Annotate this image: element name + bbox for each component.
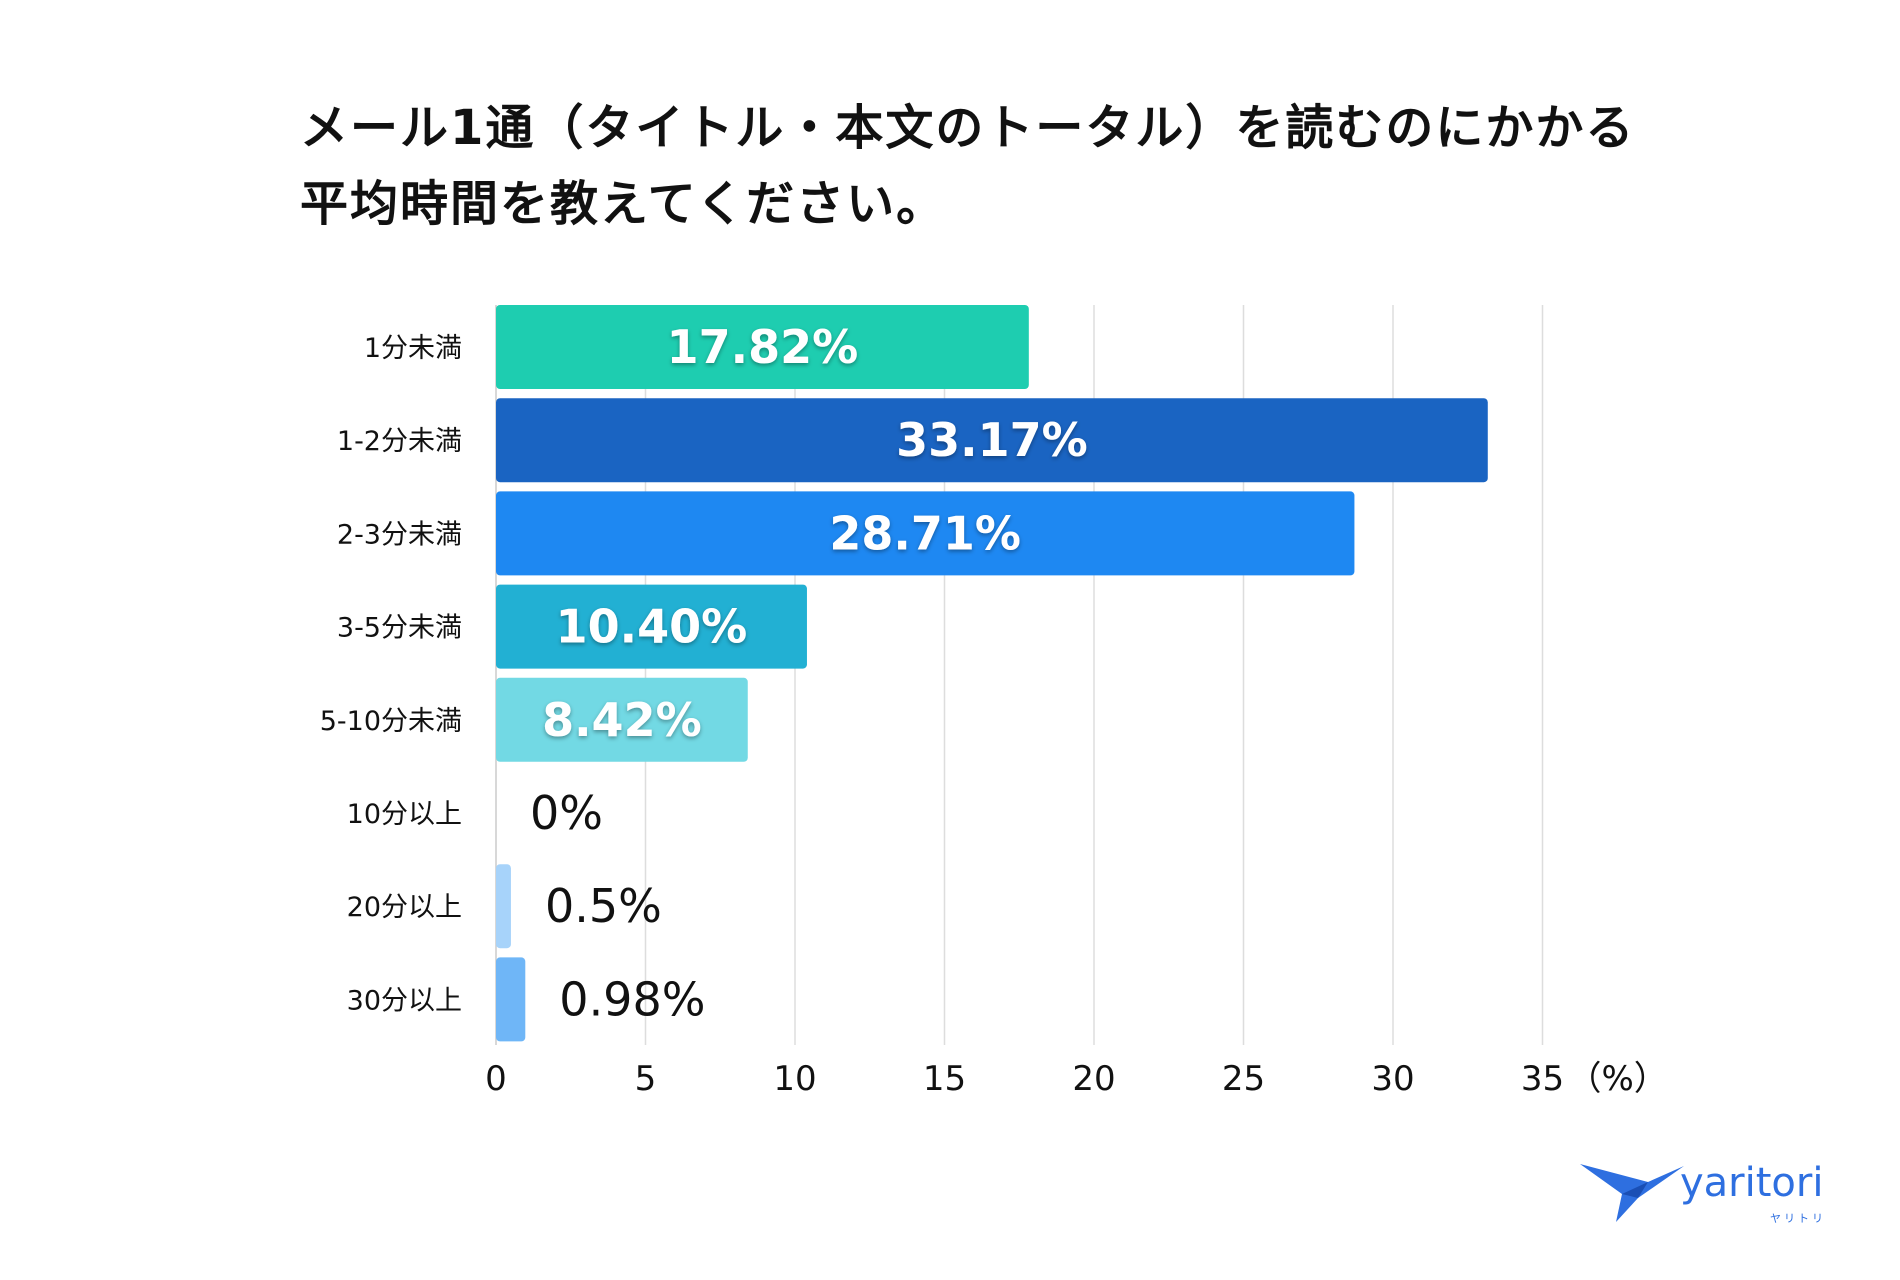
x-tick-label: 25 xyxy=(1222,1059,1265,1099)
category-label: 10分以上 xyxy=(347,799,462,830)
category-label: 3-5分未満 xyxy=(337,613,462,644)
chart-title: メール1通（タイトル・本文のトータル）を読むのにかかる 平均時間を教えてください… xyxy=(300,90,1800,242)
data-label: 8.42% xyxy=(542,693,702,747)
category-label: 2-3分未満 xyxy=(337,519,462,550)
data-label: 33.17% xyxy=(896,413,1088,467)
x-axis-unit: （%） xyxy=(1568,1059,1668,1099)
x-tick-label: 20 xyxy=(1072,1059,1115,1099)
bar xyxy=(496,398,1488,483)
bar xyxy=(496,864,511,949)
data-label: 28.71% xyxy=(829,506,1021,560)
chart-title-line-1: メール1通（タイトル・本文のトータル）を読むのにかかる xyxy=(300,100,1636,156)
bird-logo-icon xyxy=(1580,1164,1684,1222)
x-tick-label: 5 xyxy=(635,1059,657,1099)
data-label: 17.82% xyxy=(667,320,859,374)
bar xyxy=(496,305,1029,389)
bar xyxy=(496,677,748,762)
chart-title-line-2: 平均時間を教えてください。 xyxy=(300,176,947,232)
data-label: 0.98% xyxy=(559,972,705,1026)
category-label: 20分以上 xyxy=(347,892,462,923)
data-label: 0% xyxy=(530,786,603,840)
x-tick-label: 35 xyxy=(1521,1059,1564,1099)
x-tick-label: 10 xyxy=(773,1059,816,1099)
category-label: 5-10分未満 xyxy=(320,706,462,737)
x-tick-label: 30 xyxy=(1371,1059,1414,1099)
logo-wordmark: yaritori xyxy=(1680,1160,1824,1206)
data-label: 10.40% xyxy=(556,600,748,654)
data-label: 0.5% xyxy=(545,879,662,933)
x-tick-label: 15 xyxy=(923,1059,966,1099)
bar xyxy=(496,957,526,1042)
category-label: 30分以上 xyxy=(347,985,462,1016)
bars xyxy=(496,305,1488,1042)
bar xyxy=(496,584,807,669)
yaritori-logo: yaritori ヤリトリ xyxy=(1580,1160,1830,1230)
logo-subtitle: ヤリトリ xyxy=(1770,1212,1826,1225)
labels: 0 5 10 15 20 25 30 35 （%） 1分未満 17.82% 1-2分未満 33.17% 2… xyxy=(320,320,1668,1099)
category-label: 1-2分未満 xyxy=(337,426,462,457)
x-tick-label: 0 xyxy=(485,1059,507,1099)
bar xyxy=(496,491,1355,576)
category-label: 1分未満 xyxy=(364,333,462,364)
